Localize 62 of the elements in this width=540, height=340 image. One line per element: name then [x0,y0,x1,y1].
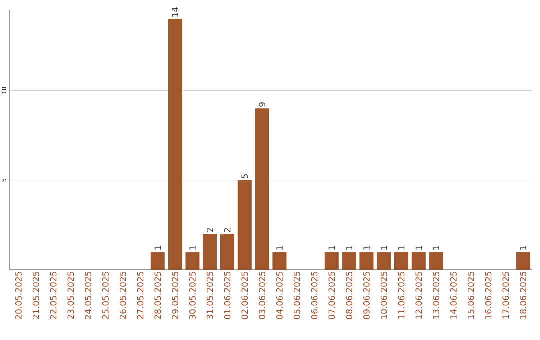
bar [412,252,426,270]
data-label: 1 [364,246,370,250]
x-tick-label: 18.06.2025 [520,272,527,319]
bar [360,252,374,270]
bar [203,234,218,270]
x-tick-label: 10.06.2025 [380,272,388,319]
x-tick-label: 30.05.2025 [189,272,196,320]
x-tick-label: 26.05.2025 [120,272,126,320]
x-tick-label: 05.06.2025 [294,272,300,320]
bar [238,180,252,270]
data-label: 1 [346,246,352,250]
x-tick-label: 24.05.2025 [85,272,92,320]
x-tick-label: 15.06.2025 [468,272,474,319]
x-tick-label: 13.06.2025 [433,272,440,319]
x-tick-label: 04.06.2025 [276,272,283,320]
x-tick-label: 12.06.2025 [416,272,422,319]
x-tick-label: 03.06.2025 [259,272,266,320]
x-tick-label: 07.06.2025 [328,272,336,320]
bar [429,252,444,270]
data-label: 1 [154,246,161,250]
bar [272,252,287,270]
x-tick-label: 27.05.2025 [137,272,144,320]
bar [220,234,235,270]
bar [186,252,200,270]
x-tick-label: 08.06.2025 [346,272,353,320]
x-tick-label: 01.06.2025 [224,272,231,320]
x-tick-label: 22.05.2025 [50,272,57,320]
bar [150,252,165,270]
data-label: 2 [224,228,231,232]
x-tick-label: 06.06.2025 [311,272,318,320]
bar [516,252,530,270]
data-label: 1 [398,246,405,250]
data-label: 5 [242,174,248,178]
data-label: 1 [433,246,440,250]
data-label: 1 [190,246,196,250]
x-tick-label: 28.05.2025 [154,272,162,320]
x-tick-label: 23.05.2025 [68,272,74,320]
data-label: 1 [520,246,526,250]
data-label: 1 [381,246,388,250]
x-tick-label: 09.06.2025 [363,272,370,320]
bar [342,252,356,270]
bar [168,18,182,270]
bar [255,108,270,270]
data-label: 1 [276,246,283,250]
x-tick-label: 21.05.2025 [32,272,40,320]
x-tick-label: 17.06.2025 [502,272,510,319]
x-tick-label: 11.06.2025 [398,272,405,319]
x-tick-label: 16.06.2025 [485,272,492,319]
x-tick-label: 29.05.2025 [172,272,179,320]
data-label: 1 [416,246,422,250]
data-label: 14 [172,7,178,17]
bar [394,252,409,270]
bar [377,252,392,270]
x-tick-label: 20.05.2025 [15,272,22,320]
data-label: 9 [259,102,266,107]
x-tick-label: 25.05.2025 [102,272,109,320]
x-tick-label: 02.06.2025 [242,272,248,320]
data-label: 2 [206,228,214,232]
data-label: 1 [328,246,335,250]
x-tick-label: 14.06.2025 [450,272,457,319]
bar [324,252,339,270]
x-tick-label: 31.05.2025 [206,272,214,320]
